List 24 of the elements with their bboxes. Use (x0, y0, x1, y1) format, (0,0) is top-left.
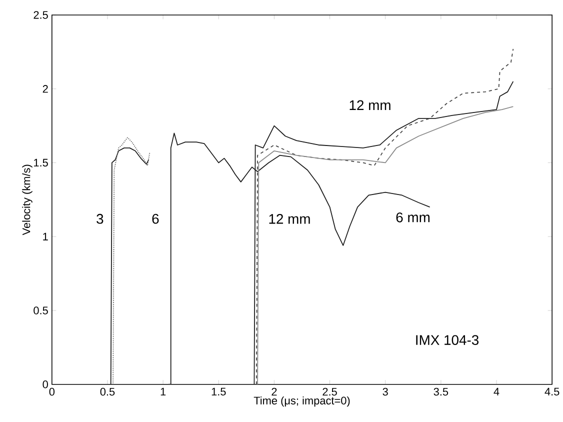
y-tick-label: 0.5 (34, 306, 48, 314)
annotation: 12 mm (350, 100, 390, 110)
annotation: 3 (96, 214, 104, 224)
y-tick-label: 1 (43, 232, 48, 240)
y-axis-title: Velocity (km/s) (22, 164, 32, 236)
x-tick-label: 3.5 (434, 388, 448, 396)
x-tick-label: 1 (160, 388, 166, 396)
annotation: 12 mm (269, 214, 310, 224)
x-tick-label: 2 (272, 388, 277, 396)
x-tick-label: 3 (382, 388, 388, 396)
y-tick-label: 2.5 (34, 10, 48, 19)
x-tick-label: 4 (494, 388, 500, 396)
x-tick-label: 2.5 (322, 388, 337, 396)
x-tick-label: 0.5 (100, 388, 115, 396)
x-tick-label: 1.5 (212, 388, 226, 396)
x-tick-label: 4.5 (544, 388, 560, 396)
y-tick-label: 0 (42, 380, 48, 388)
annotation: 6 mm (396, 212, 430, 222)
y-tick-label: 1.5 (34, 158, 48, 166)
y-tick-label: 2 (42, 84, 48, 93)
x-axis-title: Time (μs; impact=0) (254, 396, 350, 406)
x-tick-label: 0 (49, 388, 55, 396)
annotation: 6 (152, 214, 159, 224)
annotation: IMX 104-3 (416, 334, 479, 345)
